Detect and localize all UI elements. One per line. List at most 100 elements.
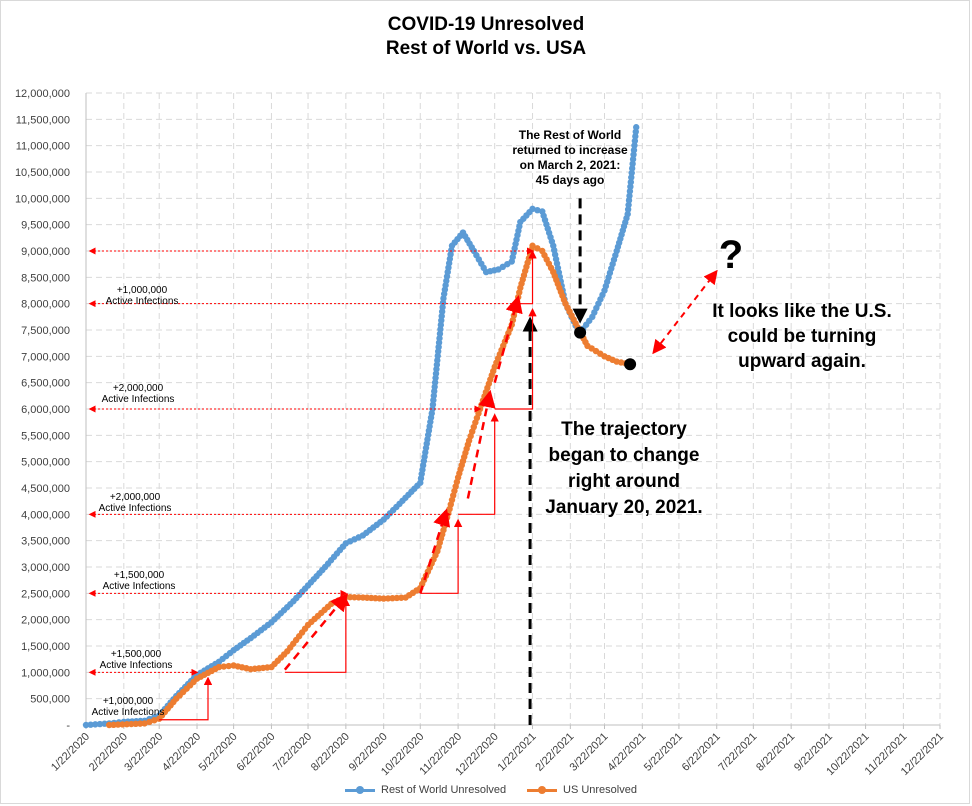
legend-swatch-us [527, 785, 557, 795]
legend-label-row: Rest of World Unresolved [381, 784, 507, 796]
growth-trend-arrow [283, 593, 349, 671]
row-increase-note: returned to increase [512, 143, 628, 157]
chart-subtitle: Rest of World vs. USA [385, 38, 587, 59]
y-tick-label: 7,000,000 [21, 351, 70, 363]
y-tick-label: 6,000,000 [21, 404, 70, 416]
growth-label-value: +1,000,000 [117, 285, 168, 296]
y-tick-label: 9,500,000 [21, 220, 70, 232]
growth-label-value: +1,000,000 [103, 696, 154, 707]
series-point-us [529, 242, 536, 249]
y-tick-label: 12,000,000 [15, 88, 70, 100]
series-point-row [534, 206, 541, 214]
y-tick-label: 3,500,000 [21, 536, 70, 548]
y-tick-label: - [66, 720, 70, 732]
row-increase-note: 45 days ago [536, 173, 605, 187]
growth-label-value: +1,500,000 [114, 570, 165, 581]
x-tick-label: 7/22/2020 [271, 731, 314, 774]
growth-step-bracket [494, 307, 537, 410]
trajectory-note: began to change [549, 445, 700, 466]
legend-item-row: Rest of World Unresolved [345, 784, 506, 796]
series-point-us [225, 662, 232, 670]
y-tick-label: 1,000,000 [21, 667, 70, 679]
x-tick-label: 5/22/2021 [642, 731, 685, 774]
y-tick-label: 1,500,000 [21, 641, 70, 653]
series-point-row [633, 124, 640, 131]
row-key-point [574, 326, 587, 339]
series-point-us [146, 718, 153, 726]
growth-label-value: +1,500,000 [111, 649, 162, 660]
series-point-row [87, 721, 94, 728]
series-point-us [151, 717, 158, 724]
us-upturn-note: could be turning [728, 326, 877, 347]
growth-trend-arrow [466, 389, 496, 499]
x-tick-label: 3/22/2020 [122, 731, 165, 774]
y-tick-label: 11,000,000 [16, 141, 70, 153]
growth-label-sub: Active Infections [102, 394, 175, 405]
series-line-us [109, 244, 631, 727]
x-tick-label: 6/22/2021 [680, 731, 723, 774]
x-tick-label: 8/22/2020 [309, 731, 352, 774]
y-tick-label: 3,000,000 [21, 562, 70, 574]
growth-step-bracket [458, 413, 499, 515]
series-point-us [534, 245, 541, 252]
series-point-us [215, 663, 223, 671]
legend-swatch-row [345, 785, 375, 795]
trajectory-note: right around [568, 471, 680, 492]
growth-label-sub: Active Infections [100, 660, 173, 671]
x-tick-label: 4/22/2021 [605, 731, 648, 774]
growth-trend-arrow [493, 295, 523, 383]
series-point-row [92, 721, 99, 728]
x-tick-label: 5/22/2020 [197, 731, 240, 774]
y-tick-label: 2,500,000 [21, 588, 70, 600]
y-tick-label: 2,000,000 [21, 615, 70, 627]
x-tick-label: 7/22/2021 [716, 731, 759, 774]
y-tick-label: 10,500,000 [15, 167, 70, 179]
legend-item-us: US Unresolved [527, 784, 637, 796]
x-tick-label: 6/22/2020 [234, 731, 277, 774]
y-tick-label: 4,500,000 [21, 483, 70, 495]
series-point-row [82, 721, 90, 729]
trajectory-note: The trajectory [561, 419, 687, 440]
growth-label-value: +2,000,000 [110, 492, 161, 503]
y-tick-label: 8,500,000 [21, 272, 70, 284]
series-point-row [529, 205, 536, 213]
series-line-row [85, 127, 638, 727]
y-tick-label: 8,000,000 [21, 299, 70, 311]
growth-label-sub: Active Infections [92, 707, 165, 718]
series-point-us [220, 663, 228, 670]
us-upturn-note: It looks like the U.S. [712, 301, 892, 322]
growth-step-bracket [517, 250, 537, 305]
y-tick-label: 9,000,000 [21, 246, 70, 258]
row-increase-note: The Rest of World [519, 128, 621, 142]
growth-step-bracket [159, 676, 213, 721]
growth-label-value: +2,000,000 [113, 383, 164, 394]
trajectory-note: January 20, 2021. [545, 497, 702, 518]
y-tick-label: 4,000,000 [21, 509, 70, 521]
y-tick-label: 10,000,000 [15, 193, 70, 205]
question-mark: ? [719, 233, 743, 277]
y-tick-label: 7,500,000 [21, 325, 70, 337]
us-key-point [624, 358, 637, 371]
us-upturn-note: upward again. [738, 351, 866, 372]
y-tick-label: 5,000,000 [21, 457, 70, 469]
growth-label-sub: Active Infections [103, 581, 176, 592]
growth-step-bracket [284, 597, 351, 673]
growth-label-sub: Active Infections [99, 503, 172, 514]
series-point-us [141, 720, 148, 727]
growth-step-bracket [420, 518, 463, 594]
y-tick-label: 6,500,000 [21, 378, 70, 390]
y-tick-label: 5,500,000 [21, 430, 70, 442]
future-trend-arrow [652, 269, 718, 355]
x-tick-label: 4/22/2020 [160, 731, 203, 774]
x-tick-label: 8/22/2021 [754, 731, 797, 774]
x-tick-label: 1/22/2020 [49, 731, 92, 774]
growth-trend-arrow [419, 508, 451, 594]
y-tick-label: 11,500,000 [16, 114, 70, 126]
x-tick-label: 1/22/2021 [496, 731, 539, 774]
chart-title: COVID-19 Unresolved [387, 14, 585, 35]
row-increase-note: on March 2, 2021: [520, 158, 621, 172]
legend-label-us: US Unresolved [563, 784, 637, 796]
series-point-row [96, 720, 104, 728]
